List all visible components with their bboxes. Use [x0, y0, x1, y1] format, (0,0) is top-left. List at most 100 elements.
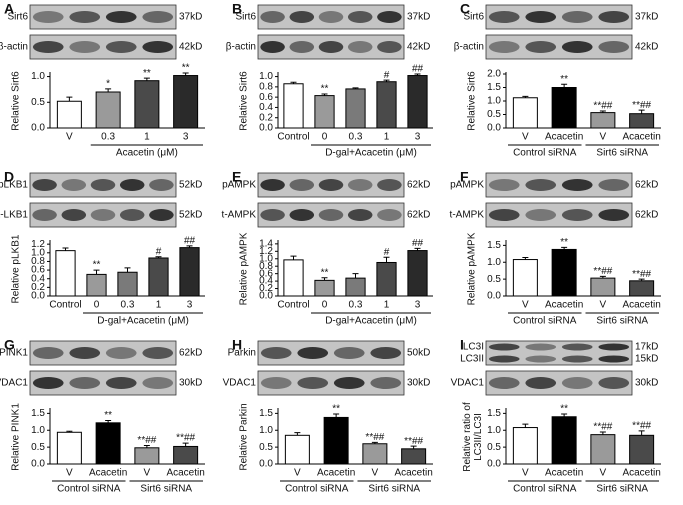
error-bar [371, 441, 378, 444]
error-bar [182, 72, 189, 76]
kd-label: 52kD [179, 210, 202, 221]
x-tick-label: V [66, 468, 73, 479]
y-tick-label: 1.5 [259, 408, 273, 419]
y-axis-label: Relative Sirt6 [467, 71, 478, 131]
band [149, 209, 174, 221]
blot-label: Sirt6 [7, 12, 28, 23]
x-tick-label: 1 [144, 132, 150, 143]
band [297, 347, 329, 359]
annotation: ** [143, 68, 151, 79]
bar [629, 280, 655, 297]
y-tick-label: 1.0 [487, 257, 501, 268]
band [561, 41, 593, 53]
bar [407, 250, 428, 297]
band [561, 377, 593, 389]
error-bar [182, 442, 189, 447]
y-axis-label: Relative Parkin [239, 403, 250, 470]
y-tick-label: 1.0 [31, 247, 45, 258]
bar [590, 112, 616, 129]
error-bar [638, 430, 645, 436]
annotation: ## [184, 236, 196, 247]
bar [551, 416, 577, 465]
blot-label: Parkin [228, 348, 256, 359]
x-tick-label: 3 [415, 132, 421, 143]
x-tick-label: V [600, 300, 607, 311]
x-tick-label: Acacetin [317, 468, 355, 479]
annotation: **## [176, 433, 195, 444]
y-axis-label: Relative Sirt6 [11, 71, 22, 131]
y-tick-label: 0.2 [31, 282, 45, 293]
band [260, 11, 285, 23]
band [142, 347, 174, 359]
band [598, 11, 630, 23]
band [318, 11, 344, 23]
band [289, 209, 315, 221]
y-tick-label: 0.6 [259, 268, 273, 279]
annotation: ## [412, 238, 424, 249]
bar [314, 95, 335, 129]
x-tick-label: Acacetin [545, 300, 583, 311]
band [525, 41, 557, 53]
error-bar [352, 273, 359, 279]
band [333, 377, 365, 389]
x-tick-label: Control [277, 132, 309, 143]
band [561, 343, 593, 351]
band [289, 179, 315, 191]
y-tick-label: 0.0 [31, 123, 45, 134]
error-bar [599, 431, 606, 435]
annotation: **## [365, 432, 384, 443]
kd-label: 37kD [635, 12, 658, 23]
y-tick-label: 0.5 [487, 442, 501, 453]
band [69, 377, 101, 389]
band [598, 377, 630, 389]
band [142, 41, 174, 53]
band [289, 11, 315, 23]
y-tick-label: 0.0 [259, 459, 273, 470]
panel-letter: I [460, 337, 464, 353]
bar [95, 422, 121, 465]
y-tick-label: 0.2 [259, 112, 273, 123]
group-label: Sirt6 siRNA [596, 148, 648, 159]
annotation: ** [321, 84, 329, 95]
panel-letter: G [4, 337, 15, 353]
y-tick-label: 1.0 [259, 71, 273, 82]
error-bar [186, 245, 193, 248]
band [370, 347, 402, 359]
error-bar [383, 79, 390, 82]
kd-label: 37kD [179, 12, 202, 23]
x-tick-label: 3 [415, 300, 421, 311]
annotation: # [156, 246, 162, 257]
bar [117, 271, 138, 297]
bar [134, 447, 160, 465]
annotation: ** [332, 404, 340, 415]
bar [401, 448, 427, 465]
blot-label: pLKB1 [0, 180, 28, 191]
blot-label: LC3I [463, 342, 484, 353]
error-bar [105, 419, 112, 423]
band [561, 355, 593, 363]
error-bar [143, 77, 150, 81]
band [69, 347, 101, 359]
y-axis-label: Relative Sirt6 [239, 71, 250, 131]
band [377, 11, 402, 23]
group-label: Control siRNA [513, 148, 577, 159]
y-axis-label: Relative PINK1 [11, 403, 22, 471]
error-bar [638, 278, 645, 281]
band [488, 209, 520, 221]
bar [86, 273, 107, 297]
y-tick-label: 1.5 [487, 82, 501, 93]
bar [284, 434, 310, 465]
error-bar [62, 247, 69, 251]
annotation: * [106, 79, 110, 90]
band [260, 209, 285, 221]
x-tick-label: 0 [322, 132, 328, 143]
error-bar [599, 110, 606, 113]
y-tick-label: 1.0 [31, 425, 45, 436]
y-tick-label: 0.5 [31, 97, 45, 108]
band [525, 377, 557, 389]
bar [512, 259, 538, 297]
annotation: ## [412, 64, 424, 75]
y-tick-label: 1.2 [259, 246, 273, 257]
x-tick-label: V [372, 468, 379, 479]
